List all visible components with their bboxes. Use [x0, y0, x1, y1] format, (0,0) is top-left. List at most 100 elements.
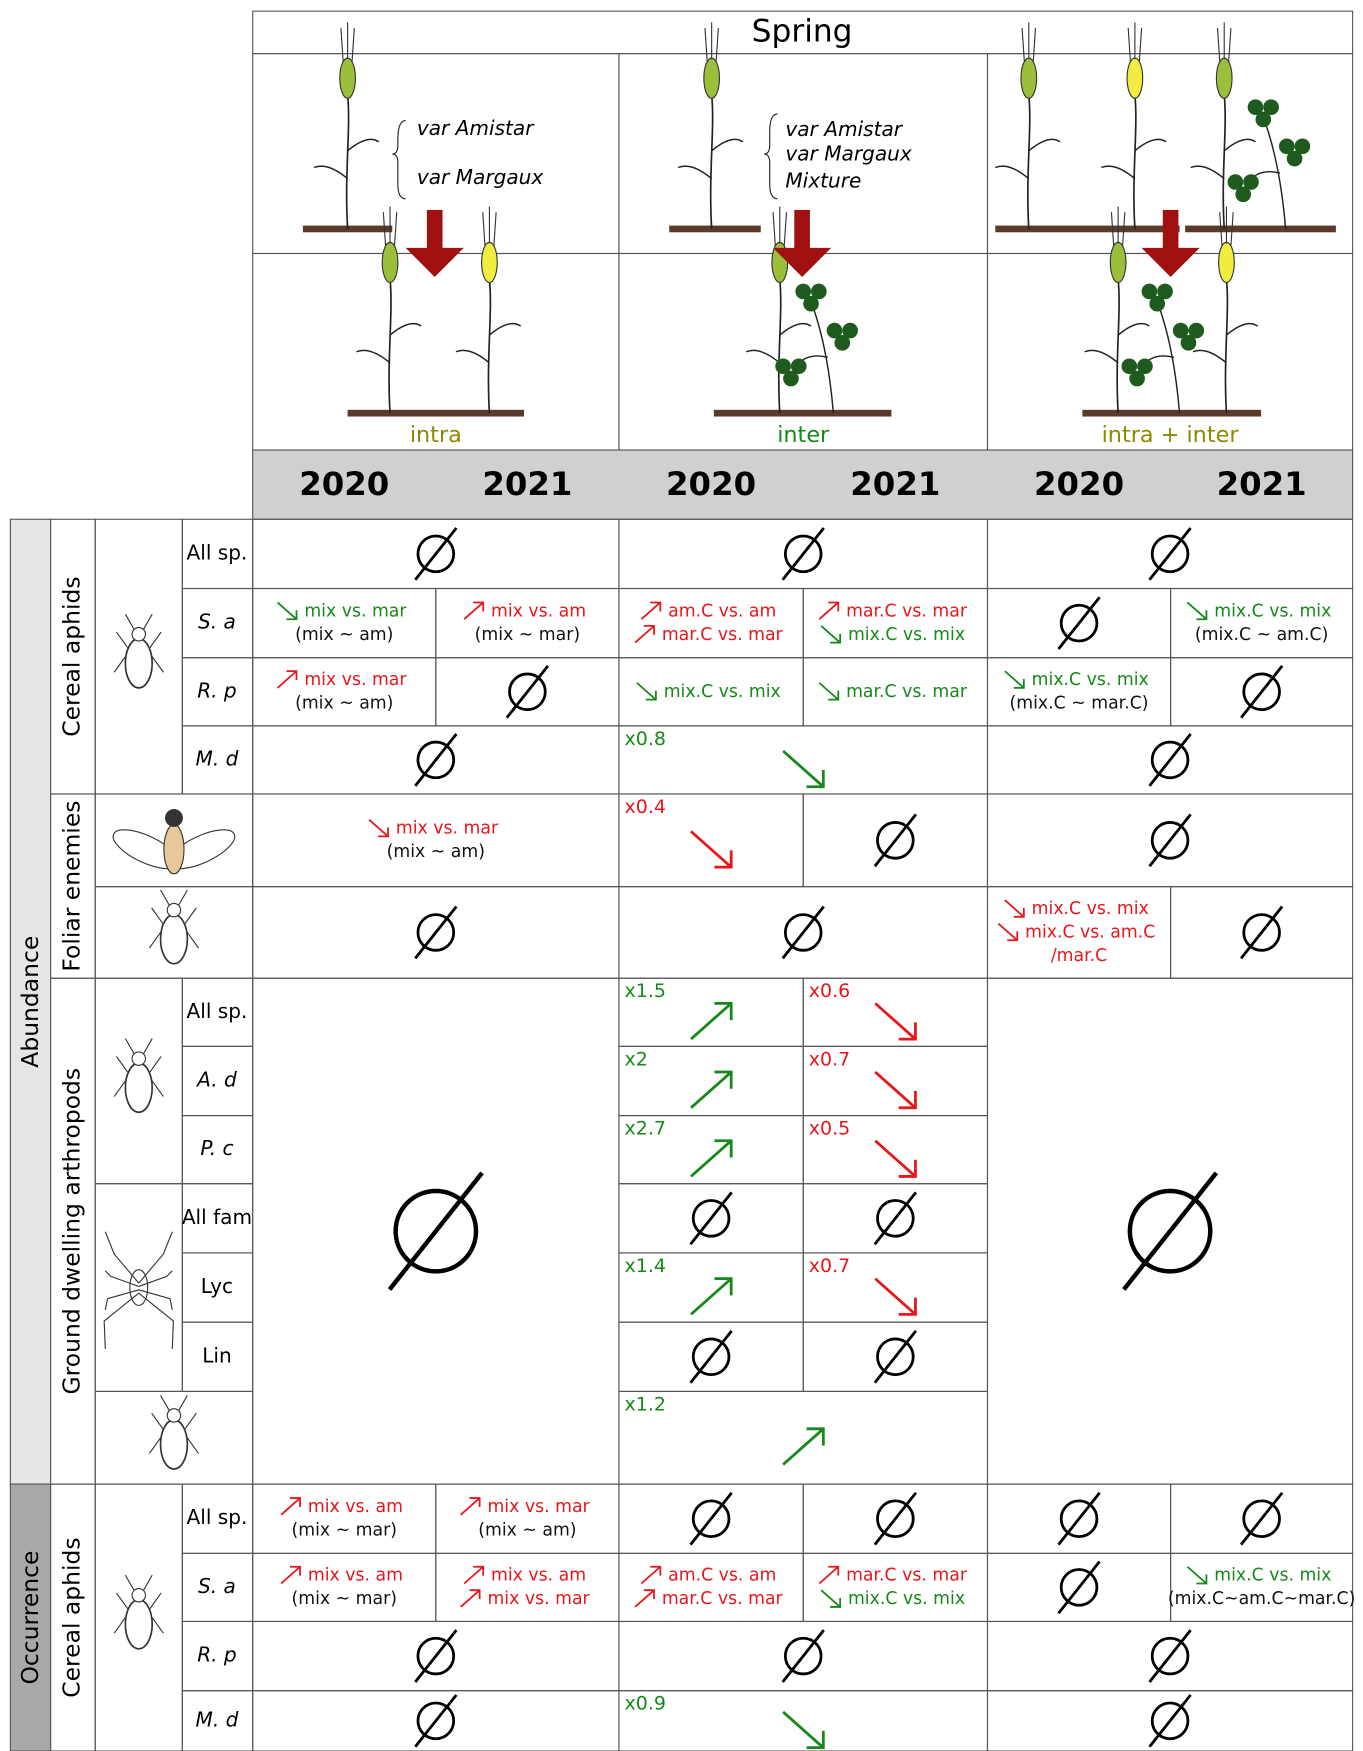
- transition-arrow-head: [405, 247, 464, 277]
- leaf: [745, 322, 812, 364]
- treatment-label: intra + inter: [1102, 422, 1240, 448]
- stem: [388, 279, 392, 414]
- clover-leaf: [1172, 322, 1189, 339]
- no-effect-slash: [781, 905, 825, 960]
- effect-arrow: [276, 601, 298, 621]
- effect-text: mar.C vs. mar: [662, 625, 784, 645]
- measure-cell: [9, 1483, 52, 1751]
- variety-label: var Amistar: [417, 116, 535, 140]
- effect-text: mix.C vs. mix: [1032, 899, 1149, 919]
- brace: [764, 113, 778, 200]
- no-effect: [416, 534, 456, 574]
- no-effect: [1242, 913, 1281, 952]
- effect-arrow: [818, 1565, 840, 1585]
- effect-factor: x0.8: [625, 728, 666, 750]
- effect-text: mar.C vs. mar: [846, 682, 968, 702]
- taxon-label: R. p: [197, 678, 237, 702]
- effect-arrow: [280, 1497, 301, 1516]
- effect-text: (mix.C ~ mar.C): [1010, 694, 1149, 714]
- no-effect: [1059, 603, 1099, 643]
- taxon-label: A. d: [195, 1067, 237, 1091]
- result-cell: [986, 1690, 1354, 1751]
- no-effect-slash: [873, 1491, 917, 1546]
- no-effect: [1059, 1499, 1099, 1538]
- effect-factor: x0.7: [809, 1048, 850, 1070]
- no-effect-slash: [1239, 1491, 1284, 1546]
- season-title: Spring: [752, 13, 853, 49]
- no-effect-slash: [689, 1330, 733, 1384]
- ear: [339, 57, 356, 99]
- effect-text: (mix.C~am.C~mar.C): [1168, 1589, 1356, 1609]
- effect-arrow: [634, 1589, 655, 1608]
- stem: [487, 279, 492, 414]
- no-effect: [876, 1337, 915, 1377]
- insect-body: [124, 637, 154, 689]
- effect-text: mar.C vs. mar: [662, 1589, 784, 1609]
- effect-arrow: [1186, 601, 1208, 621]
- no-effect: [1150, 740, 1190, 780]
- awns: [772, 206, 788, 246]
- no-effect-slash: [1057, 1491, 1101, 1546]
- no-effect-slash: [1239, 665, 1284, 719]
- insect-legs: [113, 613, 164, 673]
- effect-arrow: [874, 1139, 917, 1178]
- stem: [1133, 94, 1137, 229]
- ground: [1185, 225, 1336, 233]
- no-effect: [783, 913, 823, 952]
- effect-arrow: [818, 682, 840, 701]
- no-effect: [691, 1337, 731, 1377]
- year-label: 2020: [1034, 465, 1124, 503]
- clover-leaf: [834, 335, 851, 351]
- clover-leaf: [1278, 138, 1295, 155]
- effect-text: mix.C vs. mix: [1032, 670, 1149, 690]
- no-effect-slash: [414, 1694, 458, 1748]
- insect-legs: [113, 1574, 164, 1634]
- no-effect: [416, 740, 456, 780]
- taxon-label: All sp.: [186, 540, 247, 564]
- ear: [1020, 57, 1038, 99]
- effect-text: mix vs. mar: [396, 819, 499, 839]
- no-effect: [508, 672, 547, 712]
- clover-leaf: [1149, 295, 1166, 312]
- leaf: [356, 322, 422, 364]
- fly-body: [163, 824, 185, 875]
- no-effect-slash: [414, 733, 458, 787]
- effect-text: mix vs. mar: [487, 1589, 590, 1609]
- awns: [1021, 22, 1037, 62]
- clover-leaf: [1255, 111, 1272, 128]
- effect-arrow: [690, 830, 733, 869]
- effect-text: (mix ~ am): [478, 1520, 576, 1540]
- effect-text: am.C vs. am: [668, 1566, 776, 1586]
- effect-text: mix vs. am: [491, 1566, 586, 1586]
- group-label: Foliar enemies: [57, 801, 85, 972]
- insect-legs: [148, 889, 199, 949]
- insect-head: [131, 1587, 147, 1603]
- effect-arrow: [874, 1002, 917, 1041]
- group-label: Cereal aphids: [57, 576, 85, 736]
- transition-arrow-head: [1141, 247, 1200, 277]
- transition-arrow: [794, 209, 810, 253]
- effect-text: mix vs. am: [308, 1497, 403, 1517]
- effect-text: /mar.C: [1051, 946, 1107, 966]
- awns: [1110, 206, 1126, 246]
- effect-arrow: [874, 1277, 917, 1316]
- effect-arrow: [463, 1565, 485, 1585]
- no-effect-slash: [689, 1191, 733, 1246]
- no-effect-slash: [781, 1629, 825, 1683]
- awns: [482, 206, 497, 246]
- effect-text: mix vs. am: [491, 601, 586, 621]
- insect-head: [131, 1051, 147, 1066]
- no-effect: [1059, 1568, 1099, 1607]
- no-effect: [1150, 821, 1190, 860]
- ground: [347, 409, 525, 417]
- effect-arrow: [690, 1070, 733, 1109]
- clover-leaf: [1188, 322, 1205, 339]
- effect-factor: x0.5: [809, 1117, 850, 1139]
- taxon-label: All fam: [182, 1205, 252, 1229]
- clover-leaf: [775, 358, 791, 375]
- effect-arrow: [782, 749, 825, 789]
- taxon-label: Lyc: [201, 1274, 233, 1298]
- year-label: 2021: [850, 465, 940, 503]
- variety-label: var Margaux: [417, 165, 545, 189]
